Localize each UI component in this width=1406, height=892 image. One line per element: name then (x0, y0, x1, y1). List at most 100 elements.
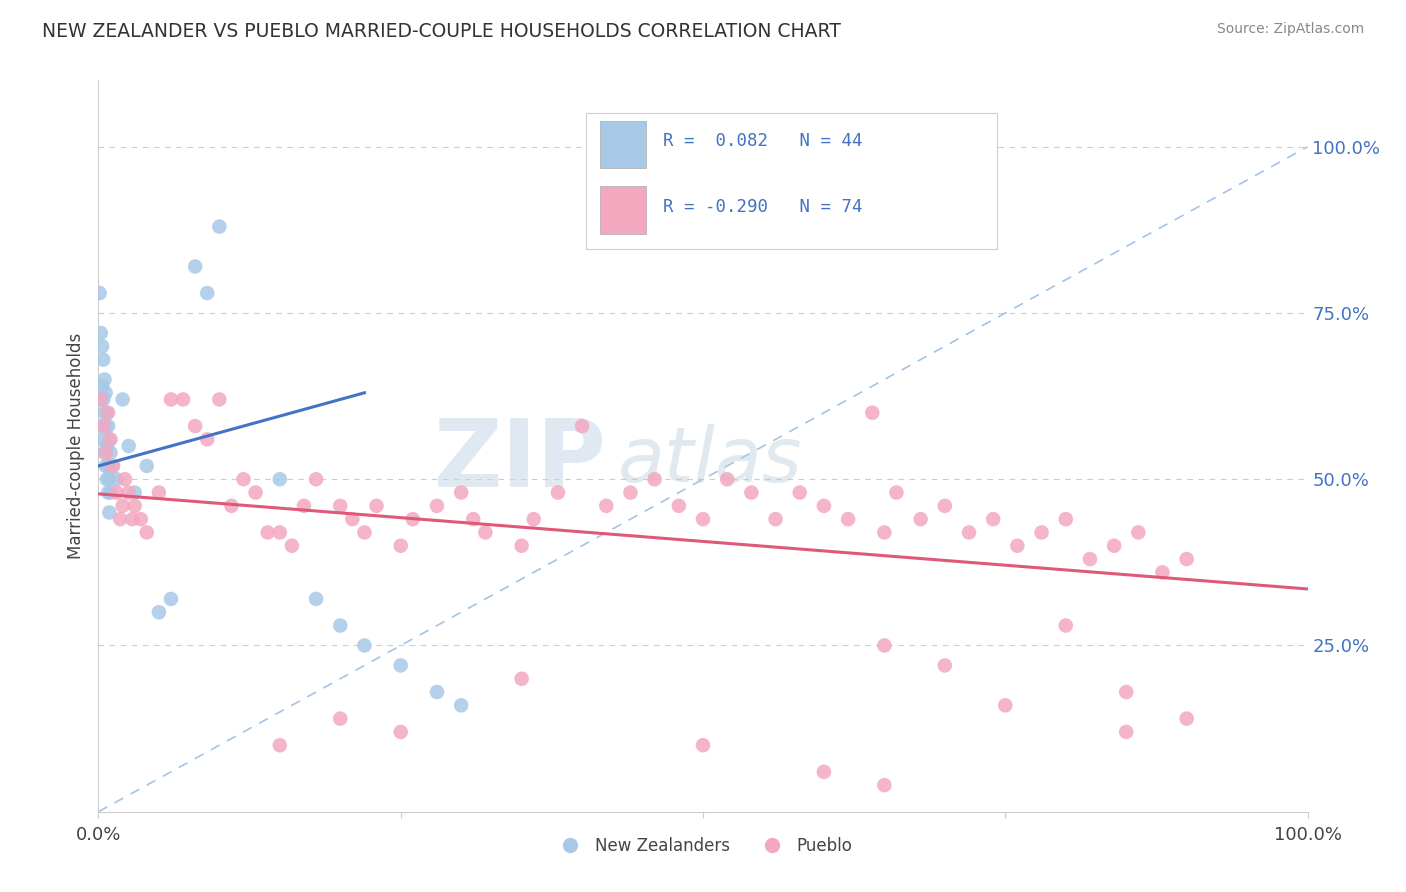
Point (873, 525, 896, 540)
Point (105, 472, 128, 486)
Point (402, 512, 425, 526)
Point (105, 485, 128, 500)
Point (94, 385, 117, 400)
Point (1115, 685, 1137, 699)
Point (114, 472, 136, 486)
Point (1175, 552, 1198, 566)
Text: atlas: atlas (619, 424, 803, 498)
Point (329, 618, 352, 632)
Point (692, 512, 714, 526)
Point (305, 472, 328, 486)
Point (463, 512, 485, 526)
Point (873, 778, 896, 792)
Point (510, 539, 533, 553)
Point (195, 286, 218, 301)
Y-axis label: Married-couple Households: Married-couple Households (66, 333, 84, 559)
Point (957, 525, 980, 540)
Point (124, 499, 146, 513)
Point (94, 458, 117, 473)
Point (353, 639, 375, 653)
Point (1115, 725, 1137, 739)
Point (135, 458, 157, 473)
Point (1054, 618, 1077, 632)
Point (934, 499, 956, 513)
Point (172, 392, 194, 407)
Point (184, 260, 207, 274)
Point (523, 512, 546, 526)
Point (101, 458, 124, 473)
Point (342, 512, 364, 526)
Point (97, 485, 120, 500)
Point (96, 439, 118, 453)
Point (450, 698, 472, 713)
Point (89, 286, 111, 301)
Point (426, 499, 449, 513)
Point (269, 525, 291, 540)
Point (813, 499, 835, 513)
Point (765, 512, 787, 526)
Point (389, 725, 412, 739)
Point (97, 419, 120, 434)
Point (221, 499, 243, 513)
Point (90, 392, 112, 407)
Point (366, 499, 388, 513)
Point (692, 738, 714, 752)
Point (329, 712, 352, 726)
Point (1007, 539, 1029, 553)
Point (389, 539, 412, 553)
Point (269, 738, 291, 752)
Point (98, 472, 121, 486)
Point (886, 485, 908, 500)
Point (98, 433, 121, 447)
Point (208, 392, 231, 407)
Point (97, 458, 120, 473)
Point (269, 472, 291, 486)
Point (97, 406, 120, 420)
Point (1152, 566, 1174, 580)
Point (353, 525, 375, 540)
Point (111, 392, 134, 407)
Point (292, 499, 315, 513)
Point (740, 485, 762, 500)
Point (118, 439, 141, 453)
Point (329, 499, 352, 513)
FancyBboxPatch shape (600, 120, 647, 168)
Point (184, 419, 207, 434)
Point (1054, 512, 1077, 526)
Point (118, 485, 141, 500)
Point (281, 539, 304, 553)
Point (108, 512, 131, 526)
Point (716, 472, 738, 486)
FancyBboxPatch shape (586, 113, 997, 249)
Point (160, 591, 183, 606)
Point (450, 485, 472, 500)
Point (232, 472, 254, 486)
Point (981, 512, 1004, 526)
Point (111, 499, 134, 513)
Point (121, 512, 143, 526)
Point (1031, 525, 1053, 540)
Point (91, 339, 114, 353)
Point (91, 433, 114, 447)
Point (510, 672, 533, 686)
Point (96, 406, 118, 420)
Point (305, 591, 328, 606)
Point (91, 419, 114, 434)
Point (148, 485, 170, 500)
Point (94, 419, 117, 434)
Point (813, 764, 835, 779)
Point (195, 433, 218, 447)
Point (1175, 712, 1198, 726)
Point (124, 485, 146, 500)
Point (789, 485, 811, 500)
Point (100, 433, 122, 447)
Point (160, 392, 183, 407)
Point (1102, 539, 1125, 553)
Point (91, 379, 114, 393)
Point (91, 352, 114, 367)
FancyBboxPatch shape (600, 186, 647, 234)
Point (994, 698, 1017, 713)
Point (595, 499, 617, 513)
Point (256, 525, 278, 540)
Text: R =  0.082   N = 44: R = 0.082 N = 44 (664, 132, 863, 150)
